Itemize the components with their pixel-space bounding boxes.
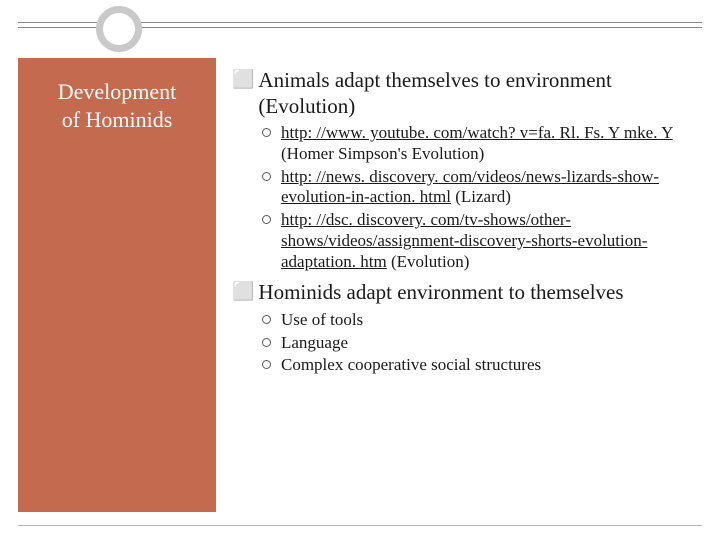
sidebar-title-line1: Development [58,79,177,104]
bullet-2: ⬜ Hominids adapt environment to themselv… [232,280,698,306]
bullet-1-sublist: http: //www. youtube. com/watch? v=fa. R… [262,123,698,272]
square-bullet-icon: ⬜ [232,68,254,91]
bullet-2-sublist: Use of tools Language Complex cooperativ… [262,310,698,376]
sub-text: Complex cooperative social structures [281,355,541,376]
sub-text: http: //news. discovery. com/videos/news… [281,167,698,208]
circle-bullet-icon [262,215,271,224]
circle-bullet-icon [262,128,271,137]
content: ⬜ Animals adapt themselves to environmen… [232,68,698,520]
tail: (Evolution) [387,252,470,271]
sidebar: Development of Hominids [18,58,216,512]
ring-icon [96,6,142,52]
list-item: http: //dsc. discovery. com/tv-shows/oth… [262,210,698,272]
bullet-1-text: Animals adapt themselves to environment … [258,68,698,119]
bullet-2-text: Hominids adapt environment to themselves [258,280,623,306]
circle-bullet-icon [262,338,271,347]
sub-text: http: //www. youtube. com/watch? v=fa. R… [281,123,698,164]
list-item: http: //news. discovery. com/videos/news… [262,167,698,208]
slide: Development of Hominids ⬜ Animals adapt … [0,0,720,540]
circle-bullet-icon [262,315,271,324]
bullet-1: ⬜ Animals adapt themselves to environmen… [232,68,698,119]
list-item: http: //www. youtube. com/watch? v=fa. R… [262,123,698,164]
tail: (Lizard) [451,187,511,206]
circle-bullet-icon [262,172,271,181]
tail: (Homer Simpson's Evolution) [281,144,484,163]
sub-text: Language [281,333,348,354]
list-item: Use of tools [262,310,698,331]
list-item: Language [262,333,698,354]
sub-text: Use of tools [281,310,363,331]
sidebar-title-line2: of Hominids [62,107,173,132]
list-item: Complex cooperative social structures [262,355,698,376]
sub-text: http: //dsc. discovery. com/tv-shows/oth… [281,210,698,272]
sidebar-title: Development of Hominids [58,78,177,133]
link[interactable]: http: //www. youtube. com/watch? v=fa. R… [281,123,673,142]
square-bullet-icon: ⬜ [232,280,254,303]
bottom-rule [18,525,702,526]
circle-bullet-icon [262,360,271,369]
